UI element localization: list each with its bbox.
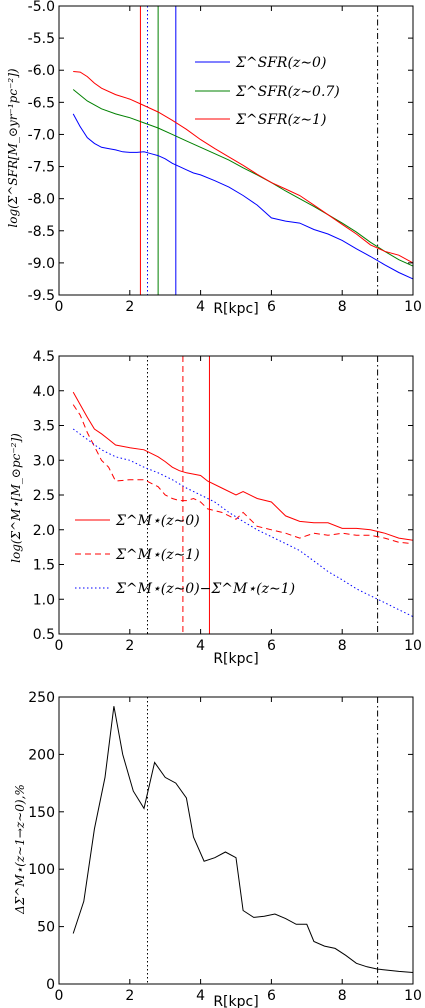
change-ytick-label-0: 0 (46, 977, 55, 993)
change-axes-frame (58, 696, 414, 985)
sfr-legend-label-1: Σ^SFR(z∼0.7) (235, 84, 340, 100)
mass-ytick-label-1: 1.0 (33, 592, 55, 608)
mass-y-axis-label: log(Σ^M⋆[M_⊙pc⁻²]) (9, 433, 23, 563)
sfr-xtick-label-1: 2 (125, 299, 134, 315)
change-xtick-label-0: 0 (55, 988, 64, 1004)
sfr-ytick-label-7: -6.0 (28, 63, 55, 79)
mass-ytick-label-2: 1.5 (33, 558, 55, 574)
sfr-ticks: 0 2 4 6 8 10 -9.5 -9.0 -8.5 -8.0 -7.5 -7.0 -6.5 -6.0 -… (28, 0, 422, 315)
sfr-xtick-label-3: 6 (267, 299, 276, 315)
mass-legend-label-1: Σ^M⋆(z∼1) (115, 547, 200, 563)
sfr-xtick-label-4: 8 (338, 299, 347, 315)
panel-stellar-mass: 0 2 4 6 8 10 0.5 1.0 1.5 2.0 2.5 3.0 3.5 4.0 4.5 R[kpc… (9, 349, 422, 667)
mass-x-axis-label: R[kpc] (213, 651, 258, 667)
change-y-axis-label: ΔΣ^M⋆(z∼1→z∼0),% (13, 784, 27, 915)
mass-ticks: 0 2 4 6 8 10 0.5 1.0 1.5 2.0 2.5 3.0 3.5 4.0 4.5 (33, 349, 422, 654)
change-x-axis-label: R[kpc] (213, 994, 258, 1008)
mass-xtick-label-1: 2 (125, 638, 134, 654)
panel-sfr: 0 2 4 6 8 10 -9.5 -9.0 -8.5 -8.0 -7.5 -7.0 -6.5 -6.0 -… (6, 0, 422, 317)
sfr-legend-label-0: Σ^SFR(z∼0) (235, 55, 326, 71)
sfr-series-0 (72, 113, 414, 280)
change-ytick-label-1: 50 (37, 920, 55, 936)
mass-plot-area (72, 356, 414, 634)
change-xtick-label-5: 10 (404, 988, 422, 1004)
change-xtick-label-1: 2 (125, 988, 134, 1004)
mass-xtick-label-0: 0 (55, 638, 64, 654)
sfr-ytick-label-3: -8.0 (28, 192, 55, 208)
sfr-axes-frame (58, 5, 414, 296)
sfr-ytick-label-8: -5.5 (28, 31, 55, 47)
change-ytick-label-4: 200 (28, 747, 55, 763)
mass-xtick-label-4: 8 (338, 638, 347, 654)
sfr-ytick-label-9: -5.0 (28, 0, 55, 15)
change-xtick-label-4: 8 (338, 988, 347, 1004)
change-ytick-label-3: 150 (28, 805, 55, 821)
change-series-0 (72, 706, 414, 973)
sfr-series-2 (73, 71, 414, 264)
mass-legend-label-0: Σ^M⋆(z∼0) (115, 513, 200, 529)
mass-legend-label-2: Σ^M⋆(z∼0)−Σ^M⋆(z∼1) (115, 581, 295, 597)
mass-xtick-label-3: 6 (267, 638, 276, 654)
sfr-xtick-label-2: 4 (196, 299, 205, 315)
change-ytick-label-5: 250 (28, 690, 55, 706)
sfr-xtick-label-0: 0 (55, 299, 64, 315)
sfr-plot-area (72, 6, 414, 295)
change-xtick-label-3: 6 (267, 988, 276, 1004)
mass-series-1 (72, 404, 414, 545)
sfr-y-axis-label: log(Σ^SFR[M_⊙yr⁻¹pc⁻²]) (6, 68, 20, 227)
sfr-ytick-label-2: -8.5 (28, 224, 55, 240)
sfr-legend-label-2: Σ^SFR(z∼1) (235, 112, 326, 128)
mass-ytick-label-0: 0.5 (33, 627, 55, 643)
mass-ytick-label-6: 3.5 (33, 419, 55, 435)
sfr-legend: Σ^SFR(z∼0) Σ^SFR(z∼0.7) Σ^SFR(z∼1) (195, 55, 340, 128)
change-xtick-label-2: 4 (196, 988, 205, 1004)
sfr-series-1 (72, 89, 414, 267)
sfr-xtick-label-5: 10 (404, 299, 422, 315)
sfr-ytick-label-6: -6.5 (28, 95, 55, 111)
mass-xtick-label-2: 4 (196, 638, 205, 654)
sfr-ytick-label-1: -9.0 (28, 256, 55, 272)
sfr-ytick-label-0: -9.5 (28, 288, 55, 304)
mass-series-2 (72, 428, 414, 618)
mass-series-0 (72, 391, 414, 541)
sfr-ytick-label-5: -7.0 (28, 127, 55, 143)
mass-ytick-label-3: 2.0 (33, 523, 55, 539)
mass-ytick-label-5: 3.0 (33, 453, 55, 469)
mass-xtick-label-5: 10 (404, 638, 422, 654)
change-ytick-label-2: 100 (28, 862, 55, 878)
mass-ytick-label-7: 4.0 (33, 384, 55, 400)
mass-ytick-label-4: 2.5 (33, 488, 55, 504)
sfr-ytick-label-4: -7.5 (28, 160, 55, 176)
sfr-x-axis-label: R[kpc] (213, 301, 258, 317)
change-plot-area (72, 697, 414, 984)
mass-legend: Σ^M⋆(z∼0) Σ^M⋆(z∼1) Σ^M⋆(z∼0)−Σ^M⋆(z∼1) (75, 513, 295, 597)
mass-ytick-label-8: 4.5 (33, 349, 55, 365)
